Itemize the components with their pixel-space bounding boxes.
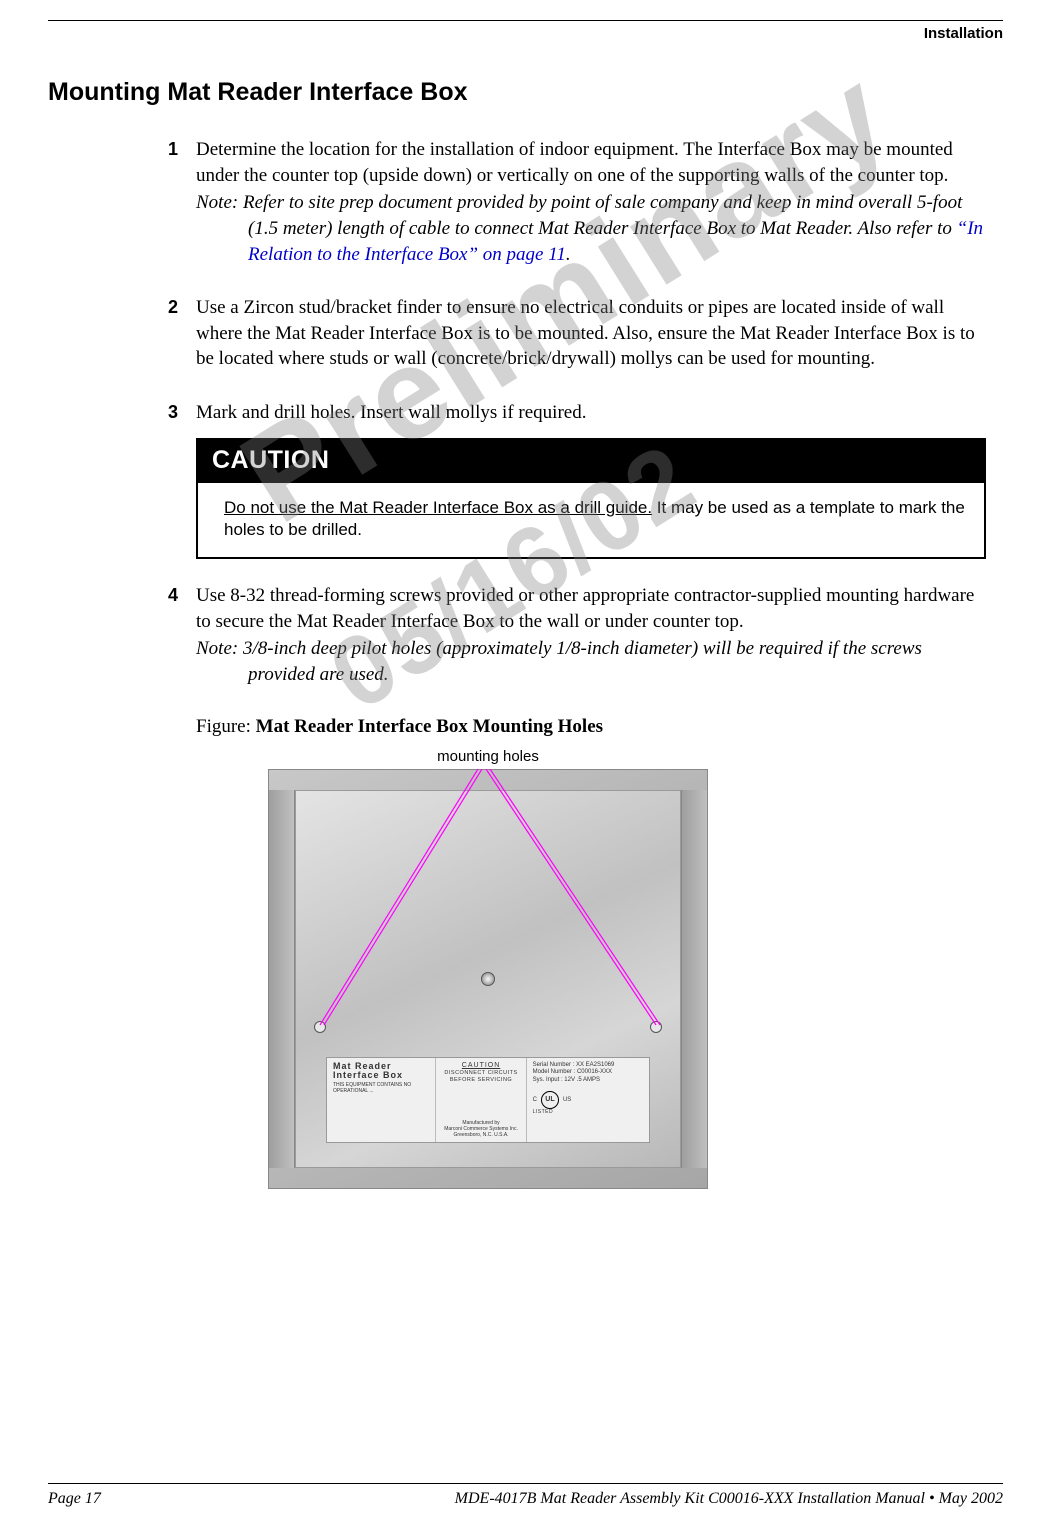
label-col-serial: Serial Number : XX EA2S1069 Model Number…: [527, 1058, 649, 1142]
page: Preliminary 05/16/02 Installation Mounti…: [0, 0, 1051, 1526]
label-product-title: Mat Reader Interface Box: [333, 1062, 429, 1082]
step-2-text: Use a Zircon stud/bracket finder to ensu…: [196, 297, 975, 369]
device-flange-left: [269, 790, 295, 1168]
caution-body: Do not use the Mat Reader Interface Box …: [198, 483, 984, 557]
step-4-number: 4: [168, 583, 196, 688]
figure-title: Figure: Mat Reader Interface Box Mountin…: [196, 716, 993, 738]
content-body: 1 Determine the location for the install…: [168, 137, 993, 1189]
ul-listed: LISTED: [533, 1109, 643, 1115]
caution-header: CAUTION: [198, 440, 984, 483]
ul-c: C: [533, 1097, 537, 1103]
device-label-panel: Mat Reader Interface Box THIS EQUIPMENT …: [326, 1057, 650, 1143]
caution-underlined-text: Do not use the Mat Reader Interface Box …: [224, 498, 652, 517]
step-1-text: Determine the location for the installat…: [196, 139, 953, 186]
step-4-text: Use 8-32 thread-forming screws provided …: [196, 585, 974, 632]
device-plate: Mat Reader Interface Box THIS EQUIPMENT …: [295, 790, 681, 1168]
device-flange-right: [681, 790, 707, 1168]
step-1-note: Note: Refer to site prep document provid…: [196, 190, 993, 267]
step-4-note-label: Note:: [196, 638, 238, 659]
label-serial-1: Serial Number : XX EA2S1069: [533, 1062, 643, 1070]
footer-doc-title: MDE-4017B Mat Reader Assembly Kit C00016…: [455, 1490, 1003, 1508]
label-caution: CAUTION: [442, 1062, 519, 1069]
label-manuf-2: Marconi Commerce Systems Inc.: [442, 1126, 519, 1132]
figure-callout-label: mounting holes: [258, 748, 718, 765]
center-screw: [481, 972, 495, 986]
label-disc1: DISCONNECT CIRCUITS: [442, 1070, 519, 1076]
step-2: 2 Use a Zircon stud/bracket finder to en…: [168, 295, 993, 372]
header-section-label: Installation: [48, 25, 1003, 48]
step-2-body: Use a Zircon stud/bracket finder to ensu…: [196, 295, 993, 372]
step-3-text: Mark and drill holes. Insert wall mollys…: [196, 402, 586, 423]
step-4-note: Note: 3/8-inch deep pilot holes (approxi…: [196, 636, 993, 687]
step-4: 4 Use 8-32 thread-forming screws provide…: [168, 583, 993, 688]
section-title: Mounting Mat Reader Interface Box: [48, 78, 1003, 107]
step-4-body: Use 8-32 thread-forming screws provided …: [196, 583, 993, 688]
label-serial-2: Model Number : C00016-XXX: [533, 1069, 643, 1077]
device-illustration: Mat Reader Interface Box THIS EQUIPMENT …: [268, 769, 708, 1189]
mounting-hole-right: [650, 1021, 662, 1033]
label-serial-3: Sys. Input : 12V .5 AMPS: [533, 1077, 643, 1085]
figure-container: Mat Reader Interface Box THIS EQUIPMENT …: [258, 769, 718, 1189]
step-1-note-a: Refer to site prep document provided by …: [243, 192, 962, 239]
step-3-number: 3: [168, 400, 196, 426]
label-disc2: BEFORE SERVICING: [442, 1077, 519, 1083]
figure-label: Figure:: [196, 716, 256, 737]
label-fine-print: THIS EQUIPMENT CONTAINS NO OPERATIONAL .…: [333, 1083, 429, 1094]
step-1-note-b: .: [566, 244, 571, 265]
step-1-note-label: Note:: [196, 192, 238, 213]
page-footer: Page 17 MDE-4017B Mat Reader Assembly Ki…: [48, 1483, 1003, 1508]
figure-name: Mat Reader Interface Box Mounting Holes: [256, 716, 603, 737]
step-1-body: Determine the location for the installat…: [196, 137, 993, 267]
caution-box: CAUTION Do not use the Mat Reader Interf…: [196, 438, 986, 559]
label-col-caution: CAUTION DISCONNECT CIRCUITS BEFORE SERVI…: [436, 1058, 526, 1142]
figure-wrap: mounting holes Mat Reader Interface Box …: [258, 748, 718, 1189]
ul-circle-icon: UL: [541, 1091, 559, 1109]
ul-mark: C UL US: [533, 1091, 643, 1109]
header-rule: [48, 20, 1003, 21]
footer-page-number: Page 17: [48, 1490, 101, 1508]
label-col-title: Mat Reader Interface Box THIS EQUIPMENT …: [327, 1058, 436, 1142]
step-3: 3 Mark and drill holes. Insert wall moll…: [168, 400, 993, 426]
step-1-number: 1: [168, 137, 196, 267]
mounting-hole-left: [314, 1021, 326, 1033]
step-2-number: 2: [168, 295, 196, 372]
ul-us: US: [563, 1097, 571, 1103]
label-manuf-3: Greensboro, N.C. U.S.A.: [442, 1132, 519, 1138]
step-4-note-body: 3/8-inch deep pilot holes (approximately…: [243, 638, 922, 685]
step-1: 1 Determine the location for the install…: [168, 137, 993, 267]
label-manuf: Manufactured by Marconi Commerce Systems…: [442, 1120, 519, 1138]
step-3-body: Mark and drill holes. Insert wall mollys…: [196, 400, 993, 426]
